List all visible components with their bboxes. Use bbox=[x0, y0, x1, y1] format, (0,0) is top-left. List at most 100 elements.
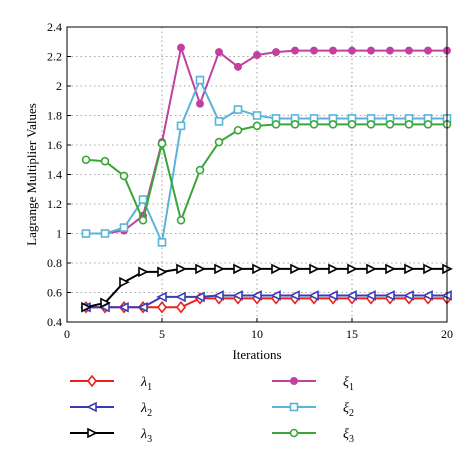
data-point bbox=[385, 263, 396, 275]
data-point bbox=[404, 120, 414, 129]
x-axis-label: Iterations bbox=[232, 347, 281, 362]
data-point bbox=[176, 121, 186, 131]
y-axis-label: Lagrange Multiplier Values bbox=[24, 103, 39, 246]
data-point bbox=[100, 156, 110, 166]
data-point bbox=[290, 120, 300, 129]
y-tick-label: 2 bbox=[56, 79, 62, 93]
y-tick-label: 2.4 bbox=[47, 20, 62, 34]
x-tick-label: 5 bbox=[159, 327, 165, 341]
data-point bbox=[328, 263, 339, 275]
data-point bbox=[252, 263, 263, 275]
data-point bbox=[100, 229, 110, 238]
data-point bbox=[138, 215, 148, 225]
data-point bbox=[234, 62, 242, 71]
data-point bbox=[81, 229, 91, 238]
legend-entry: ξ1 bbox=[272, 375, 354, 393]
data-point bbox=[175, 291, 186, 303]
x-tick-label: 0 bbox=[64, 327, 70, 341]
legend-subscript: 2 bbox=[147, 408, 152, 419]
data-point bbox=[233, 263, 244, 275]
legend-label: λ3 bbox=[140, 427, 152, 445]
data-point bbox=[366, 263, 377, 275]
data-point bbox=[271, 263, 282, 275]
legend-marker bbox=[86, 374, 98, 388]
data-point bbox=[138, 195, 148, 204]
legend-subscript: 2 bbox=[349, 408, 354, 419]
data-point bbox=[81, 301, 92, 313]
data-point bbox=[214, 137, 224, 147]
data-point bbox=[194, 291, 205, 303]
data-point bbox=[215, 48, 223, 57]
data-point bbox=[196, 99, 204, 108]
data-point bbox=[119, 276, 130, 288]
y-tick-label: 1.2 bbox=[47, 197, 62, 211]
legend-entry: ξ2 bbox=[272, 401, 354, 419]
data-point bbox=[100, 297, 111, 309]
y-tick-label: 1.8 bbox=[47, 109, 62, 123]
data-point bbox=[328, 120, 338, 129]
data-point bbox=[423, 120, 433, 129]
data-point bbox=[308, 290, 319, 301]
data-point bbox=[119, 223, 129, 232]
data-point bbox=[156, 291, 167, 303]
data-point bbox=[177, 43, 185, 52]
data-point bbox=[252, 121, 262, 131]
data-point bbox=[403, 290, 414, 301]
data-point bbox=[309, 120, 319, 129]
series-line bbox=[86, 46, 447, 235]
data-point bbox=[404, 263, 415, 275]
legend: λ1 λ2 λ3 ξ1 ξ2 ξ3 bbox=[70, 374, 354, 445]
data-point bbox=[290, 263, 301, 275]
x-tick-label: 20 bbox=[441, 327, 453, 341]
data-point bbox=[366, 120, 376, 129]
legend-marker bbox=[290, 377, 298, 385]
data-point bbox=[272, 48, 280, 57]
data-point bbox=[157, 238, 167, 247]
data-point bbox=[81, 155, 91, 165]
legend-subscript: 3 bbox=[349, 434, 354, 445]
data-point bbox=[157, 266, 168, 278]
legend-subscript: 1 bbox=[349, 382, 354, 393]
legend-label: λ2 bbox=[140, 401, 152, 419]
data-point bbox=[175, 300, 187, 314]
y-tick-label: 1 bbox=[56, 227, 62, 241]
data-point bbox=[386, 46, 394, 55]
legend-marker bbox=[289, 402, 299, 412]
legend-label: ξ2 bbox=[343, 401, 354, 419]
legend-label: ξ1 bbox=[343, 375, 354, 393]
data-point bbox=[422, 290, 433, 301]
series-6 bbox=[81, 120, 452, 225]
data-point bbox=[346, 290, 357, 301]
data-point bbox=[289, 290, 300, 301]
legend-entry: λ1 bbox=[70, 374, 152, 393]
y-tick-label: 0.4 bbox=[47, 315, 62, 329]
data-point bbox=[195, 165, 205, 175]
data-point bbox=[176, 263, 187, 275]
x-tick-label: 15 bbox=[346, 327, 358, 341]
data-point bbox=[384, 290, 395, 301]
series-line bbox=[85, 123, 447, 222]
data-point bbox=[310, 46, 318, 55]
data-point bbox=[348, 46, 356, 55]
data-point bbox=[176, 215, 186, 225]
data-point bbox=[214, 117, 224, 126]
legend-entry: λ2 bbox=[70, 401, 152, 419]
data-point bbox=[118, 301, 129, 313]
x-tick-label: 10 bbox=[251, 327, 263, 341]
data-point bbox=[137, 301, 148, 313]
data-point bbox=[271, 120, 281, 129]
legend-label: λ1 bbox=[140, 375, 152, 393]
data-point bbox=[270, 290, 281, 301]
y-tick-label: 1.6 bbox=[47, 138, 62, 152]
data-point bbox=[423, 263, 434, 275]
data-point bbox=[232, 290, 243, 301]
data-point bbox=[253, 51, 261, 60]
data-point bbox=[367, 46, 375, 55]
data-point bbox=[156, 300, 168, 314]
data-point bbox=[233, 105, 243, 114]
legend-subscript: 1 bbox=[147, 382, 152, 393]
legend-marker bbox=[289, 428, 299, 438]
legend-label: ξ3 bbox=[343, 427, 354, 445]
data-point bbox=[138, 266, 149, 278]
